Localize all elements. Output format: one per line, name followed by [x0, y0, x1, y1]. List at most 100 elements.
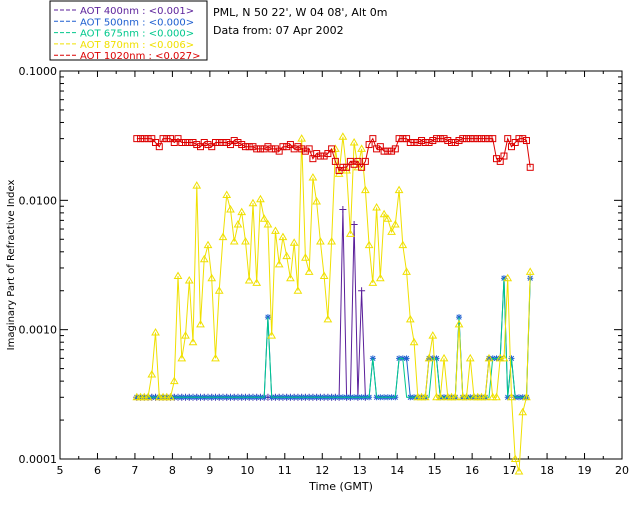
data-point [185, 139, 193, 147]
data-point [301, 253, 310, 261]
x-tick-label: 14 [390, 464, 404, 477]
data-point [444, 137, 452, 145]
data-point [331, 157, 339, 165]
data-point [345, 229, 355, 237]
data-point [484, 353, 494, 362]
data-point [515, 135, 523, 143]
data-point [409, 337, 419, 346]
x-tick-label: 10 [240, 464, 254, 477]
data-point [148, 135, 156, 143]
data-point [462, 392, 471, 401]
data-point [504, 135, 512, 143]
x-axis-label: Time (GMT) [308, 480, 373, 493]
x-tick-label: 5 [57, 464, 64, 477]
data-point [384, 147, 392, 155]
data-point [403, 355, 410, 362]
data-point [245, 143, 253, 151]
data-point [286, 141, 294, 149]
data-point [327, 237, 337, 245]
data-point [418, 137, 426, 145]
data-point [507, 143, 515, 151]
data-point [263, 220, 273, 228]
data-point [339, 205, 347, 213]
data-point [492, 392, 501, 401]
data-point [178, 139, 186, 147]
data-point [289, 238, 299, 246]
data-point [253, 145, 261, 153]
data-point [360, 185, 370, 194]
data-point [470, 135, 478, 143]
data-point [286, 273, 295, 282]
data-point [282, 251, 292, 260]
data-point [379, 209, 389, 218]
data-point [522, 137, 530, 145]
data-point [294, 143, 302, 151]
x-tick-label: 12 [315, 464, 329, 477]
data-point [414, 139, 422, 147]
data-point [214, 286, 224, 294]
data-point [211, 139, 219, 147]
data-point [304, 267, 314, 275]
data-point [208, 143, 216, 151]
data-point [328, 145, 336, 153]
data-point [223, 139, 231, 147]
data-point [259, 214, 269, 222]
y-tick-label: 0.0010 [19, 324, 58, 337]
data-point [192, 181, 202, 189]
data-point [429, 137, 437, 145]
data-point [439, 353, 449, 362]
x-tick-label: 16 [465, 464, 479, 477]
data-point [309, 155, 317, 163]
data-point [241, 237, 250, 245]
data-point [499, 353, 509, 362]
data-point [293, 286, 303, 294]
data-point [406, 139, 414, 147]
data-point [199, 254, 209, 263]
data-point [226, 141, 234, 149]
data-point [387, 227, 396, 235]
legend-label: AOT 1020nm : <0.027> [80, 51, 200, 62]
x-tick-label: 11 [278, 464, 292, 477]
data-point [174, 135, 182, 143]
data-point [215, 139, 223, 147]
data-point [140, 135, 148, 143]
data-point [365, 141, 373, 149]
x-tick-label: 20 [615, 464, 629, 477]
data-point [343, 163, 351, 171]
data-point [319, 271, 329, 279]
data-point [267, 331, 277, 339]
data-point [510, 454, 520, 462]
data-point [301, 147, 309, 155]
data-point [144, 135, 152, 143]
data-point [252, 278, 262, 286]
data-point [525, 267, 535, 275]
data-point [372, 203, 381, 211]
data-point [166, 392, 175, 401]
data-point [496, 157, 504, 165]
x-tick-label: 6 [94, 464, 101, 477]
y-tick-label: 0.0001 [19, 453, 58, 466]
data-point [271, 226, 280, 234]
data-point [376, 143, 384, 151]
data-point [147, 370, 157, 378]
data-point [526, 163, 534, 171]
data-point [361, 157, 369, 165]
data-point [204, 141, 212, 149]
data-point [358, 287, 366, 295]
data-point [274, 259, 284, 268]
data-point [421, 139, 429, 147]
x-tick-label: 7 [131, 464, 138, 477]
x-tick-label: 9 [206, 464, 213, 477]
data-point [316, 152, 324, 160]
data-point [316, 237, 325, 245]
data-point [193, 141, 201, 149]
axis-ticks: 5 6 7 8 9 10 11 12 13 14 15 16 17 18 19 20 0.0001 0.0010 0… [19, 65, 630, 477]
data-point [237, 207, 247, 216]
data-point [489, 135, 497, 143]
data-point [137, 135, 145, 143]
data-point [312, 196, 322, 205]
data-point [256, 145, 264, 153]
data-point [249, 143, 257, 151]
data-point [283, 143, 291, 151]
data-point [313, 150, 321, 158]
